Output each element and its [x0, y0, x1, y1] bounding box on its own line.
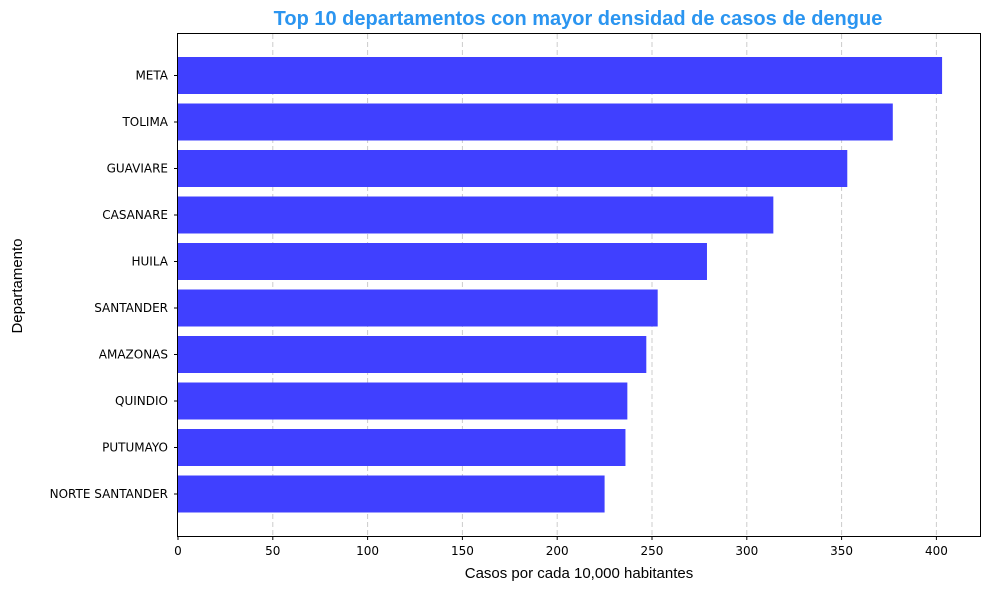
y-axis-label: Departamento	[9, 238, 26, 333]
x-tick-labels: 0 50 100 150 200 250 300 350 400	[174, 536, 948, 558]
bar	[178, 475, 605, 513]
y-tick-label: PUTUMAYO	[102, 441, 168, 455]
x-tick-label: 300	[735, 544, 758, 558]
x-tick-label: 350	[830, 544, 853, 558]
x-tick-label: 400	[925, 544, 948, 558]
bar	[178, 103, 893, 141]
x-tick-label: 0	[174, 544, 182, 558]
y-tick-label: TOLIMA	[121, 115, 168, 129]
chart-title: Top 10 departamentos con mayor densidad …	[274, 8, 883, 30]
x-tick-label: 250	[641, 544, 664, 558]
bar	[178, 57, 943, 94]
x-tick-label: 200	[546, 544, 569, 558]
y-tick-label: QUINDIO	[115, 394, 168, 408]
x-axis-label: Casos por cada 10,000 habitantes	[465, 565, 694, 582]
y-tick-label: AMAZONAS	[99, 348, 168, 362]
y-tick-label: SANTANDER	[94, 301, 168, 315]
y-tick-label: HUILA	[131, 255, 168, 269]
x-tick-label: 50	[265, 544, 280, 558]
bar	[178, 336, 647, 373]
y-tick-label: NORTE SANTANDER	[50, 487, 168, 501]
x-tick-label: 100	[356, 544, 379, 558]
y-tick-label: CASANARE	[102, 208, 168, 222]
bar	[178, 196, 774, 234]
plot-frame	[177, 33, 981, 537]
y-tick-label: META	[135, 69, 168, 83]
x-tick-label: 150	[451, 544, 474, 558]
bar	[178, 382, 628, 420]
bar	[178, 429, 626, 466]
bars	[178, 57, 943, 513]
bar	[178, 243, 707, 280]
bar	[178, 289, 658, 327]
y-tick-label: GUAVIARE	[107, 162, 168, 176]
y-tick-labels: META TOLIMA GUAVIARE CASANARE HUILA SANTANDER…	[50, 69, 178, 501]
bar	[178, 150, 848, 187]
